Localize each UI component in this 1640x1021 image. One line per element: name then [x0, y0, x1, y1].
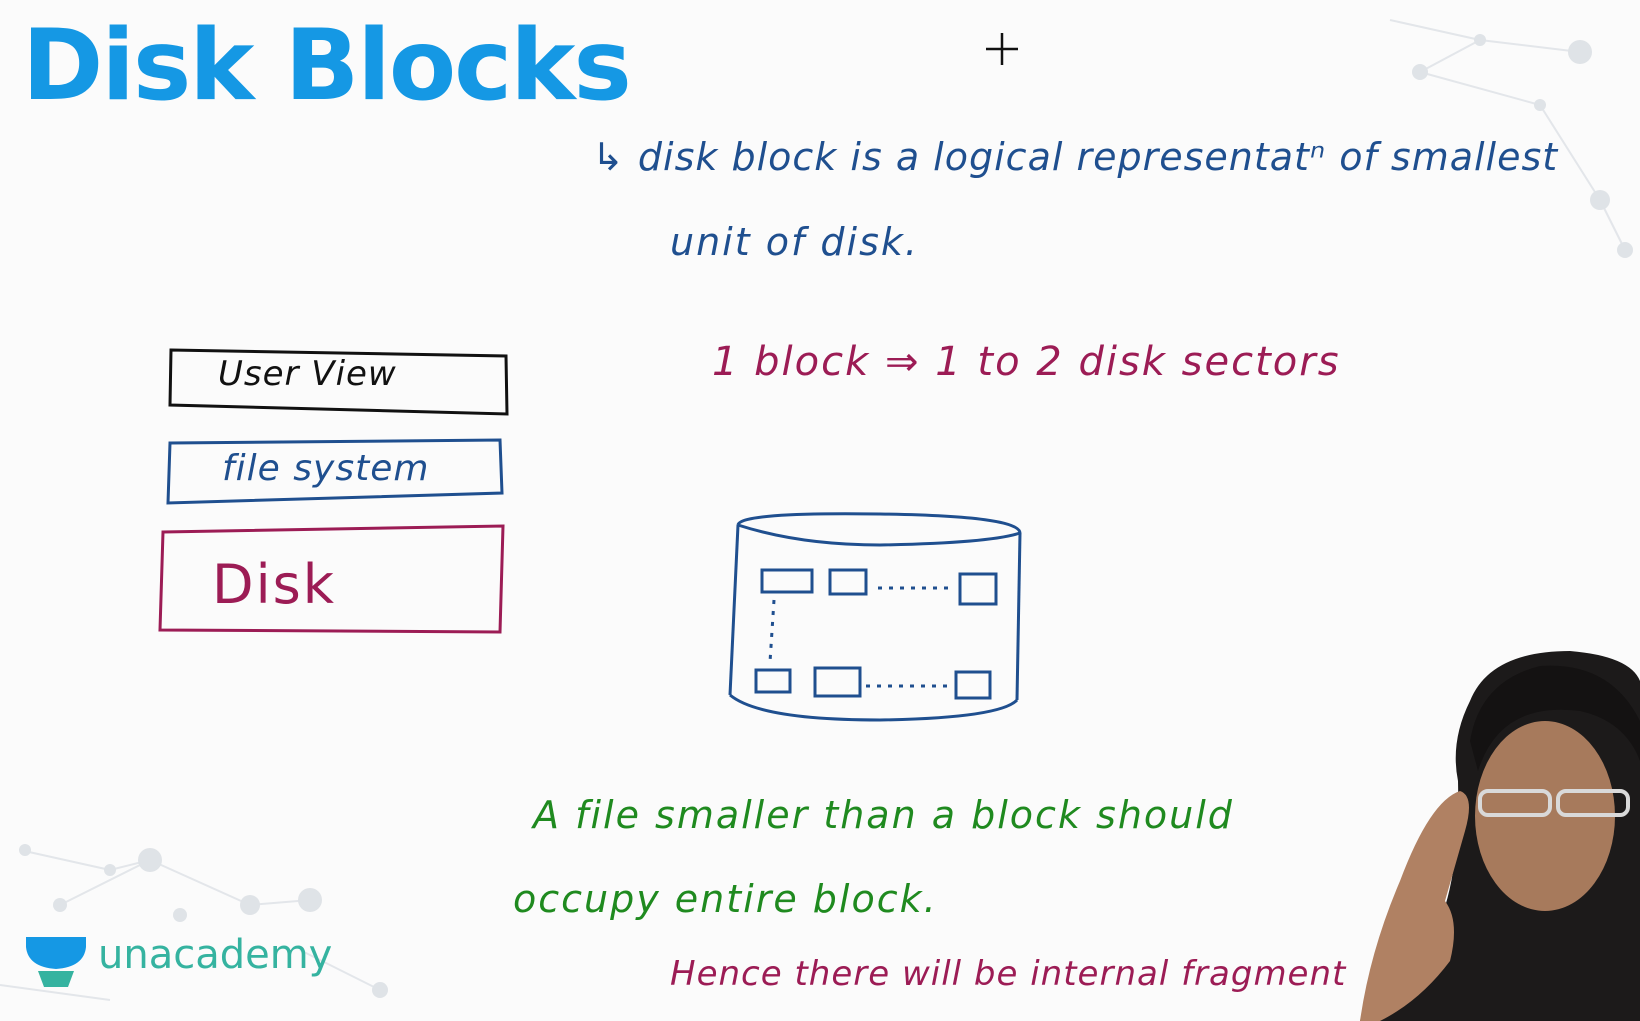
definition-line-1: ↳ disk block is a logical representatⁿ o…: [592, 135, 1559, 179]
note-line-2: occupy entire block.: [513, 877, 938, 921]
unacademy-cap-icon: [26, 937, 86, 987]
layer-user-view: User View: [168, 348, 509, 416]
crosshair-cursor-icon: [986, 33, 1018, 65]
note-line-3: Hence there will be internal fragment: [670, 954, 1347, 994]
layer-file-system: file system: [166, 438, 504, 505]
layer-label-disk: Disk: [212, 553, 336, 616]
note-line-1: A file smaller than a block should: [530, 793, 1234, 837]
presenter-video-overlay: [1360, 651, 1640, 1021]
layer-disk: Disk: [158, 524, 505, 634]
unacademy-logo-text: unacademy: [98, 932, 333, 978]
layer-label-file-system: file system: [222, 448, 429, 489]
block-sector-relation: 1 block ⇒ 1 to 2 disk sectors: [712, 339, 1341, 385]
disk-cylinder-diagram: [728, 512, 1022, 722]
layer-label-user-view: User View: [218, 354, 397, 394]
slide-title: Disk Blocks: [22, 9, 632, 123]
definition-line-2: unit of disk.: [670, 220, 919, 264]
